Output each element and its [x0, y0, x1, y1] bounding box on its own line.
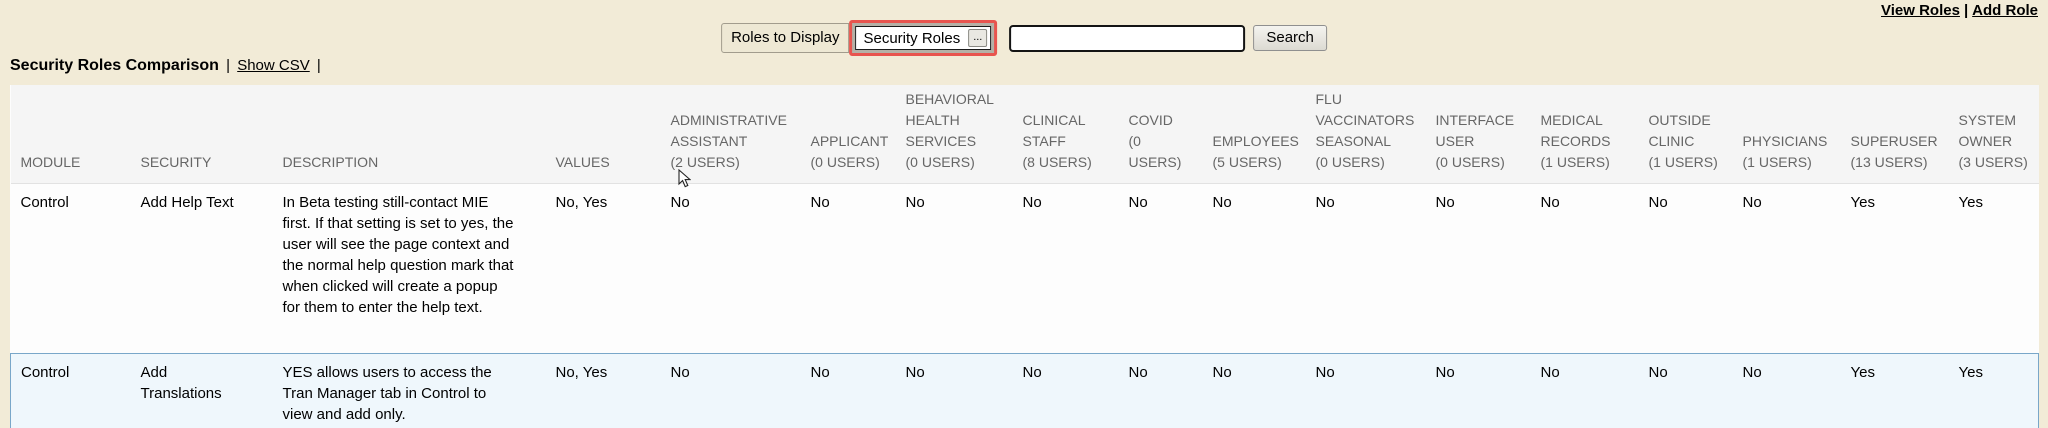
table-row[interactable]: Control Add Translations YES allows users … — [10, 353, 2039, 428]
cell-role-value-superuser: Yes — [1850, 363, 1875, 381]
cell-role-value-system-owner: Yes — [1958, 193, 1983, 211]
column-header-flu-vaccinators-seasonal: FLU VACCINATORS SEASONAL (0 USERS) — [1305, 85, 1426, 184]
view-roles-link[interactable]: View Roles — [1881, 2, 1960, 19]
column-header-interface-user: INTERFACE USER (0 USERS) — [1425, 85, 1531, 184]
cell-role-value-superuser: Yes — [1850, 193, 1875, 211]
column-header-physicians: PHYSICIANS (1 USERS) — [1732, 85, 1841, 184]
roles-picker-value: Security Roles — [863, 29, 961, 47]
column-header-outside-clinic: OUTSIDE CLINIC (1 USERS) — [1638, 85, 1733, 184]
cell-module: Control — [20, 193, 69, 211]
cell-role-value-clinical-staff: No — [1022, 193, 1042, 211]
cell-role-value-applicant: No — [810, 363, 830, 381]
heading-separator: | — [226, 57, 231, 74]
column-header-clinical-staff: CLINICAL STAFF (8 USERS) — [1012, 85, 1119, 184]
search-input[interactable] — [1009, 24, 1246, 52]
cell-role-value-clinical-staff: No — [1022, 363, 1042, 381]
cell-role-value-physicians: No — [1742, 363, 1762, 381]
cell-role-value-interface-user: No — [1435, 363, 1455, 381]
cell-values: No, Yes — [555, 193, 608, 211]
cell-security: Add Translations — [140, 363, 222, 402]
search-button[interactable]: Search — [1253, 25, 1327, 51]
cell-description: In Beta testing still-contact MIE first.… — [282, 193, 514, 316]
cell-role-value-administrative-assistant: No — [670, 193, 690, 211]
cell-role-value-medical-records: No — [1540, 193, 1560, 211]
comparison-table: MODULE SECURITY DESCRIPTION VALUES ADMINISTR… — [10, 85, 2039, 428]
column-header-behavioral-health-services: BEHAVIORAL HEALTH SERVICES (0 USERS) — [895, 85, 1013, 184]
cell-role-value-outside-clinic: No — [1648, 193, 1668, 211]
cell-role-value-flu-vaccinators-seasonal: No — [1315, 363, 1335, 381]
column-header-system-owner: SYSTEM OWNER (3 USERS) — [1948, 85, 2039, 184]
heading-separator-2: | — [316, 57, 321, 74]
cell-role-value-medical-records: No — [1540, 363, 1560, 381]
column-header-superuser: SUPERUSER (13 USERS) — [1840, 85, 1949, 184]
column-header-covid: COVID (0 USERS) — [1118, 85, 1203, 184]
column-header-security: SECURITY — [130, 85, 273, 184]
cell-role-value-behavioral-health-services: No — [905, 193, 925, 211]
column-header-values: VALUES — [545, 85, 661, 184]
cell-role-value-behavioral-health-services: No — [905, 363, 925, 381]
column-header-description: DESCRIPTION — [272, 85, 546, 184]
cell-role-value-administrative-assistant: No — [670, 363, 690, 381]
table-wrap: MODULE SECURITY DESCRIPTION VALUES ADMINISTR… — [10, 85, 2039, 428]
cell-role-value-physicians: No — [1742, 193, 1762, 211]
column-header-employees: EMPLOYEES (5 USERS) — [1202, 85, 1306, 184]
cell-role-value-employees: No — [1212, 193, 1232, 211]
add-role-link[interactable]: Add Role — [1972, 2, 2038, 19]
cell-role-value-interface-user: No — [1435, 193, 1455, 211]
show-csv-link[interactable]: Show CSV — [237, 57, 310, 74]
cell-role-value-employees: No — [1212, 363, 1232, 381]
table-row[interactable]: Control Add Help Text In Beta testing stil… — [11, 183, 2039, 353]
column-header-administrative-assistant: ADMINISTRATIVE ASSISTANT (2 USERS) — [660, 85, 801, 184]
heading: Security Roles Comparison | Show CSV | — [10, 57, 324, 75]
roles-picker-highlight: Security Roles ... — [849, 20, 998, 56]
roles-picker[interactable]: Security Roles ... — [855, 26, 992, 50]
cell-module: Control — [21, 363, 70, 381]
column-header-applicant: APPLICANT (0 USERS) — [800, 85, 896, 184]
column-header-module: MODULE — [10, 85, 131, 184]
cell-description: YES allows users to access the Tran Mana… — [282, 363, 492, 423]
cell-role-value-flu-vaccinators-seasonal: No — [1315, 193, 1335, 211]
cell-role-value-covid: No — [1128, 193, 1148, 211]
cell-security: Add Help Text — [140, 193, 234, 211]
cell-role-value-covid: No — [1128, 363, 1148, 381]
cell-role-value-applicant: No — [810, 193, 830, 211]
column-header-medical-records: MEDICAL RECORDS (1 USERS) — [1530, 85, 1639, 184]
header-row: MODULE SECURITY DESCRIPTION VALUES ADMINISTR… — [10, 85, 2039, 184]
cell-role-value-system-owner: Yes — [1958, 363, 1983, 381]
page-title: Security Roles Comparison — [10, 57, 219, 74]
roles-to-display-label: Roles to Display — [721, 23, 850, 53]
roles-picker-ellipsis-button[interactable]: ... — [968, 29, 988, 47]
cell-values: No, Yes — [555, 363, 608, 381]
toolbar: Roles to Display Security Roles ... Sear… — [721, 20, 1327, 56]
cell-role-value-outside-clinic: No — [1648, 363, 1668, 381]
top-links: View Roles | Add Role — [1881, 2, 2038, 19]
top-links-separator: | — [1963, 2, 1969, 19]
